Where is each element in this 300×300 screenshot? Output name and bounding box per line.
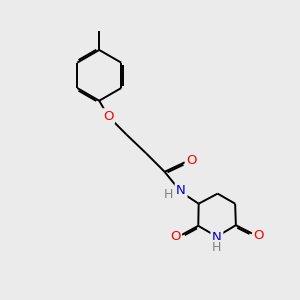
Text: O: O [170,230,181,243]
Text: N: N [212,231,222,244]
Text: N: N [176,184,186,197]
Text: O: O [186,154,197,167]
Text: O: O [103,110,113,123]
Text: H: H [212,242,222,254]
Text: O: O [254,229,264,242]
Text: H: H [164,188,173,201]
